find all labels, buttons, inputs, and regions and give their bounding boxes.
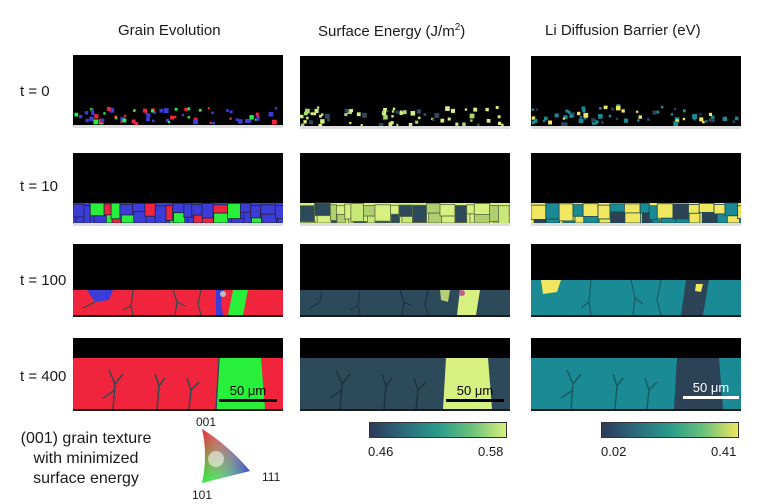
colorbar-surface-energy [369, 422, 507, 438]
surface-energy-title-prefix: Surface Energy (J/m [318, 23, 455, 40]
scale-bar-grain-line [219, 399, 277, 402]
column-title-diffusion-barrier: Li Diffusion Barrier (eV) [545, 22, 701, 39]
panel-barrier-t400: 50 μm [531, 338, 741, 411]
panel-energy-t0 [300, 56, 510, 129]
barrier-t0-image [531, 104, 741, 129]
colorbar-diffusion-barrier-max: 0.41 [711, 444, 737, 459]
panel-grain-t100 [73, 244, 283, 317]
colorbar-diffusion-barrier [601, 422, 739, 438]
scale-bar-energy-label: 50 μm [456, 383, 494, 398]
ipf-label-111: 111 [262, 470, 281, 484]
texture-caption: (001) grain texture with minimized surfa… [6, 429, 166, 489]
scale-bar-grain: 50 μm [219, 383, 277, 402]
texture-caption-line-3: surface energy [33, 470, 139, 487]
ipf-label-001: 001 [196, 415, 217, 429]
energy-t0-image [300, 106, 510, 129]
column-title-surface-energy: Surface Energy (J/m2) [318, 22, 465, 40]
scale-bar-barrier-line [683, 396, 739, 399]
panel-barrier-t0 [531, 56, 741, 129]
surface-energy-title-suffix: ) [460, 23, 466, 40]
grain-t10-image [73, 202, 283, 226]
panel-grain-t10 [73, 153, 283, 226]
texture-caption-line-2: with minimized [33, 450, 139, 467]
panel-energy-t100 [300, 244, 510, 317]
grain-t0-image [73, 107, 283, 128]
scale-bar-energy-line [446, 399, 504, 402]
colorbar-surface-energy-min: 0.46 [368, 444, 394, 459]
scale-bar-energy: 50 μm [446, 383, 504, 402]
row-label-t400: t = 400 [20, 368, 67, 385]
colorbar-surface-energy-max: 0.58 [478, 444, 504, 459]
row-label-t0: t = 0 [20, 83, 50, 100]
scale-bar-grain-label: 50 μm [229, 383, 267, 398]
row-label-t100: t = 100 [20, 272, 67, 289]
panel-barrier-t10 [531, 153, 741, 226]
panel-energy-t10 [300, 153, 510, 226]
barrier-t400-image [531, 358, 741, 411]
barrier-t10-image [531, 202, 741, 226]
energy-t100-image [300, 289, 510, 317]
panel-barrier-t100 [531, 244, 741, 317]
scale-bar-barrier-label: 50 μm [692, 380, 730, 395]
ipf-color-triangle [202, 429, 250, 483]
grain-t400-image [73, 357, 283, 411]
grain-t100-image [73, 289, 283, 317]
texture-caption-line-1: (001) grain texture [20, 430, 152, 447]
panel-grain-t0 [73, 55, 283, 128]
barrier-t100-image [531, 279, 741, 317]
column-title-grain-evolution: Grain Evolution [118, 22, 221, 39]
surface-energy-title-sup: 2 [454, 22, 461, 33]
energy-t10-image [300, 202, 510, 226]
colorbar-diffusion-barrier-min: 0.02 [601, 444, 627, 459]
ipf-label-101: 101 [192, 488, 213, 502]
panel-energy-t400: 50 μm [300, 338, 510, 411]
panel-grain-t400: 50 μm [73, 338, 283, 411]
row-label-t10: t = 10 [20, 178, 58, 195]
scale-bar-barrier: 50 μm [683, 380, 739, 399]
